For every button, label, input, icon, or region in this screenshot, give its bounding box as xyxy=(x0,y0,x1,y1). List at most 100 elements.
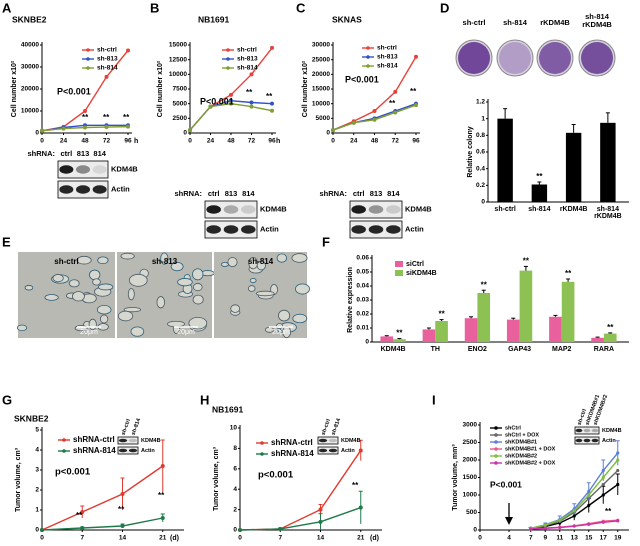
cell xyxy=(97,256,109,265)
blot-lanes-label: shRNA: xyxy=(175,189,203,198)
blot-lane-label: 814 xyxy=(93,149,106,158)
cell xyxy=(278,309,291,322)
data-point xyxy=(208,104,213,109)
blot-band-label: Actin xyxy=(405,224,424,233)
cell xyxy=(123,307,142,313)
bar xyxy=(591,337,604,342)
data-point xyxy=(61,126,66,131)
annotation: ** xyxy=(438,310,445,319)
blot-lanes-label: shRNA: xyxy=(320,189,348,198)
blot-lane-label: 814 xyxy=(387,189,400,198)
y-tick-label: 2500 xyxy=(463,439,478,446)
cell xyxy=(192,268,204,281)
legend-label: shCtrl + DOX xyxy=(505,432,539,438)
legend-swatch xyxy=(395,261,403,267)
x-tick-label: 4 xyxy=(507,535,511,542)
blot-lane-label: 814 xyxy=(242,189,255,198)
blot-band xyxy=(351,205,366,214)
data-point xyxy=(270,101,274,106)
cell xyxy=(249,278,257,283)
bar xyxy=(393,339,406,342)
blot-lane-label: sh-ctrl xyxy=(321,418,333,436)
y-axis-label: Tumor volume, cm³ xyxy=(15,447,22,512)
y-axis-label: Relative colony xyxy=(467,126,474,177)
data-point xyxy=(601,482,605,487)
blot-band xyxy=(92,165,107,174)
legend-marker xyxy=(226,66,230,70)
x-unit: h xyxy=(134,138,138,145)
blot-band xyxy=(118,438,128,443)
legend-marker xyxy=(494,433,498,437)
annotation: ** xyxy=(118,505,125,514)
legend-marker xyxy=(260,441,264,445)
x-tick-label: 21 xyxy=(159,535,167,542)
y-tick-label: 0 xyxy=(233,527,237,534)
blot-band-label: Actin xyxy=(141,448,155,454)
data-point xyxy=(558,525,562,530)
cell xyxy=(120,252,135,260)
cell xyxy=(44,294,59,301)
data-point xyxy=(601,493,605,497)
cell xyxy=(230,304,241,313)
chart-title: NB1691 xyxy=(212,404,243,414)
blot-lane-label: ctrl xyxy=(353,189,365,198)
data-point xyxy=(104,74,109,79)
x-tick-label: KDM4B xyxy=(380,346,406,353)
y-tick-label: 0.03 xyxy=(356,297,369,304)
x-tick-label: 96 xyxy=(268,138,276,145)
scale-bar-label: 20μm xyxy=(177,329,195,336)
data-point xyxy=(558,518,562,522)
data-point xyxy=(318,519,323,524)
blot-band xyxy=(223,205,239,214)
colony-dish xyxy=(496,39,534,77)
panel-letter: A xyxy=(2,0,12,15)
data-point xyxy=(616,451,620,455)
data-point xyxy=(372,109,377,113)
y-tick-label: 0 xyxy=(481,199,485,206)
data-point xyxy=(318,507,323,512)
colony-label: sh-814 xyxy=(503,18,527,27)
blot-band xyxy=(118,448,128,453)
panel-letter: C xyxy=(296,0,306,15)
blot-box xyxy=(574,426,600,435)
legend-label: sh-814 xyxy=(97,65,118,72)
blot-band-label: KDM4B xyxy=(602,428,622,434)
bar xyxy=(477,293,491,342)
data-point xyxy=(160,464,165,468)
micrograph-label: sh-813 xyxy=(152,257,178,266)
blot-lane-label: 813 xyxy=(370,189,383,198)
y-tick-label: 15000 xyxy=(312,86,330,93)
x-tick-label: 0 xyxy=(40,138,44,145)
data-point xyxy=(238,528,242,532)
blot-band-label: Actin xyxy=(260,224,279,233)
data-point xyxy=(587,522,591,527)
y-tick-label: 15000 xyxy=(169,42,187,49)
cell xyxy=(291,253,308,263)
y-tick-label: 0 xyxy=(473,527,477,534)
data-point xyxy=(572,524,576,528)
data-point xyxy=(229,92,233,97)
y-tick-label: 0.4 xyxy=(476,165,485,172)
y-tick-label: 30000 xyxy=(312,42,330,49)
data-point xyxy=(351,120,356,125)
data-point xyxy=(529,527,533,531)
series-line xyxy=(41,465,164,531)
data-point xyxy=(270,108,274,113)
series-line xyxy=(189,102,273,131)
annotation: ** xyxy=(352,481,359,490)
cell xyxy=(192,283,203,292)
bar xyxy=(464,318,478,342)
data-point xyxy=(83,125,87,130)
chart-title: SKNAS xyxy=(332,14,362,24)
data-point xyxy=(160,516,165,520)
y-axis-label: Cell number x10² xyxy=(157,60,164,117)
cell xyxy=(177,278,193,287)
cell xyxy=(92,278,101,286)
legend-marker xyxy=(62,449,66,453)
data-point xyxy=(126,48,130,53)
cell xyxy=(76,255,92,265)
blot-band xyxy=(368,205,384,214)
y-tick-label: 30000 xyxy=(21,64,39,71)
annotation: ** xyxy=(565,269,572,278)
